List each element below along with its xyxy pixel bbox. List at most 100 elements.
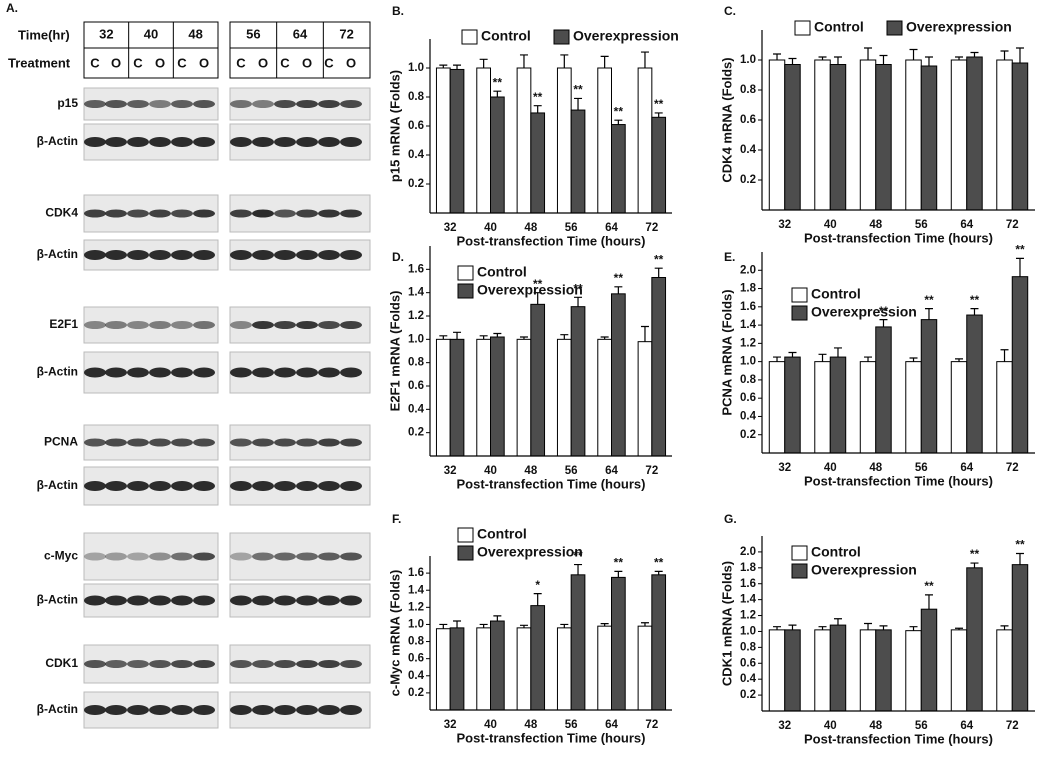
bar [637,625,653,711]
blot-band [318,100,340,108]
blot-band [105,209,127,218]
blot-band [252,552,274,561]
blot-band [105,321,127,329]
y-tick-label: 0.8 [408,636,425,648]
y-tick-label: 1.6 [408,567,424,579]
blot-band [193,552,215,561]
error-bar [479,335,488,340]
x-tick-label: 64 [605,465,618,477]
error-bar [955,358,964,362]
blot-band [274,321,296,329]
blot-band [149,209,171,218]
blot-band [296,595,318,606]
bar [784,64,801,211]
bar [611,576,626,711]
legend-label: Overexpression [477,282,583,298]
time-value: 56 [246,26,260,41]
panel-letter: D. [392,250,404,264]
legend-swatch [457,265,474,281]
blot-band [230,660,252,668]
y-tick-label: 0.6 [408,380,424,392]
blot-band [105,250,127,260]
blot-label: CDK1 [45,656,78,670]
blot-label: β-Actin [37,593,78,607]
blot-band [193,660,215,668]
treatment-value: C [324,55,334,70]
blot-band [127,705,149,715]
legend-swatch [791,305,808,321]
bar [570,109,586,214]
bar [490,336,505,457]
error-bar [864,356,873,362]
x-tick-label: 56 [565,719,578,731]
blot-band [340,552,362,561]
legend-swatch [457,527,474,543]
treatment-value: O [155,55,165,70]
y-tick-label: 0.8 [408,357,425,369]
y-tick-label: 1.2 [740,610,756,622]
error-bar [560,623,569,628]
y-tick-label: 1.0 [740,54,756,66]
x-tick-label: 64 [605,222,618,234]
blot-band [193,481,215,491]
blot-label: c-Myc [44,549,78,563]
blot-band [193,438,215,447]
y-tick-label: 1.2 [408,310,424,322]
error-bar [955,627,964,630]
y-tick-label: 2.0 [740,546,756,558]
bar [859,361,877,454]
bar [449,627,465,711]
blot-band [274,481,296,491]
blot-band [274,438,296,447]
bar [611,124,626,214]
error-bar [864,622,873,630]
blot-band [230,321,252,329]
blot-band [193,250,215,260]
x-tick-label: 48 [869,219,882,231]
legend-label: Control [481,28,531,44]
error-bar [879,625,888,630]
significance-mark: ** [879,304,889,318]
blot-band [318,481,340,491]
bar [611,293,626,457]
blot-band [296,100,318,108]
error-bar [574,563,583,575]
blot-band [252,438,274,447]
blot-label: β-Actin [37,478,78,492]
blot-band [171,481,193,491]
blot-band [149,481,171,491]
blot-band [340,367,362,378]
bar [516,338,532,457]
blot-label: β-Actin [37,247,78,261]
bar [768,59,786,211]
blot-label: β-Actin [37,365,78,379]
bar [829,356,847,454]
x-tick-label: 64 [960,462,973,474]
y-tick-label: 1.6 [408,263,424,275]
bar [920,608,938,712]
treatment-value: O [346,55,356,70]
y-tick-label: 0.2 [408,687,424,699]
significance-mark: ** [573,83,583,97]
blot-band [84,705,106,715]
blot-band [274,595,296,606]
significance-mark: ** [573,282,583,296]
x-tick-label: 48 [524,719,537,731]
significance-mark: ** [533,277,543,291]
bar [784,356,801,454]
x-tick-label: 40 [824,720,837,732]
error-bar [493,332,502,337]
blot-band [84,100,106,108]
blot-band [171,367,193,378]
x-tick-label: 32 [444,465,457,477]
error-bar [614,119,623,125]
bar [490,620,505,711]
bar [966,56,983,211]
significance-mark: ** [970,293,980,307]
time-value: 40 [144,26,158,41]
blot-label: CDK4 [45,206,78,220]
legend-label: Control [477,526,527,542]
blot-label: β-Actin [37,702,78,716]
blot-band [296,137,318,147]
y-tick-label: 1.0 [740,625,756,637]
